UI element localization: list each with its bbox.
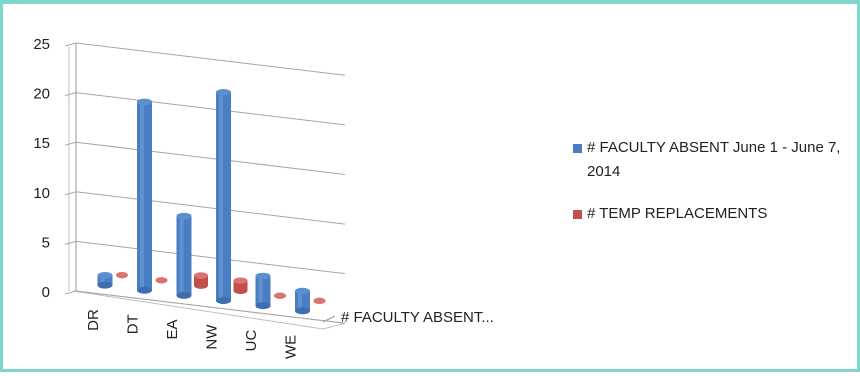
chart-plot: 0 5 10 15 20 25 DR DT EA NW UC WE # FACULTY ABSENT… xyxy=(33,36,494,359)
bar-faculty-absent-ea xyxy=(176,212,192,299)
legend-item-faculty-absent: # FACULTY ABSENT June 1 - June 7, 2014 xyxy=(571,136,856,184)
gridline-side xyxy=(64,42,77,47)
x-tick-label-we: WE xyxy=(283,335,300,359)
chart-marks xyxy=(97,89,326,315)
bar-temp-replacements-dr xyxy=(116,271,128,279)
legend-label-temp-replacements: # TEMP REPLACEMENTS xyxy=(587,205,768,222)
gridlines xyxy=(64,42,346,324)
y-tick-label: 10 xyxy=(33,185,50,202)
bar-faculty-absent-uc xyxy=(255,272,271,310)
x-axis-ticks: DR DT EA NW UC WE xyxy=(85,309,300,359)
bar-temp-replacements-uc xyxy=(274,292,286,299)
legend-swatch-temp-replacements xyxy=(573,210,582,219)
y-tick-label: 0 xyxy=(42,284,50,301)
gridline-side xyxy=(64,191,77,196)
bar-faculty-absent-nw xyxy=(216,89,231,305)
y-axis-ticks: 0 5 10 15 20 25 xyxy=(33,36,50,301)
gridline xyxy=(75,92,346,126)
gridline xyxy=(75,141,346,175)
x-tick-label-nw: NW xyxy=(204,324,221,350)
bar-temp-replacements-nw xyxy=(233,277,248,295)
x-tick-label-ea: EA xyxy=(164,319,181,339)
gridline xyxy=(75,290,346,324)
bar-temp-replacements-dt xyxy=(155,277,168,284)
legend: # FACULTY ABSENT June 1 - June 7, 2014 #… xyxy=(571,136,856,226)
y-tick-label: 15 xyxy=(33,135,50,152)
legend-item-temp-replacements: # TEMP REPLACEMENTS xyxy=(571,202,856,226)
gridline-side xyxy=(64,92,77,97)
gridline-side xyxy=(64,290,77,295)
bar-faculty-absent-dt xyxy=(137,98,152,294)
depth-axis-label: # FACULTY ABSENT... xyxy=(341,309,494,326)
gridline-side xyxy=(64,240,77,245)
y-tick-label: 20 xyxy=(33,86,50,103)
x-tick-label-uc: UC xyxy=(243,330,260,352)
y-tick-label: 25 xyxy=(33,36,50,53)
gridline-side xyxy=(64,141,77,146)
bar-temp-replacements-ea xyxy=(194,272,208,289)
legend-label-faculty-absent: # FACULTY ABSENT June 1 - June 7, 2014 xyxy=(587,139,841,180)
y-tick-label: 5 xyxy=(42,234,50,251)
x-tick-label-dt: DT xyxy=(125,314,142,334)
gridline xyxy=(75,42,346,76)
bar-temp-replacements-we xyxy=(313,297,326,305)
bar-faculty-absent-dr xyxy=(97,272,113,289)
x-tick-label-dr: DR xyxy=(85,309,102,331)
gridline xyxy=(75,191,346,225)
bar-faculty-absent-we xyxy=(295,287,310,315)
legend-swatch-faculty-absent xyxy=(573,144,582,153)
gridline xyxy=(75,240,346,275)
